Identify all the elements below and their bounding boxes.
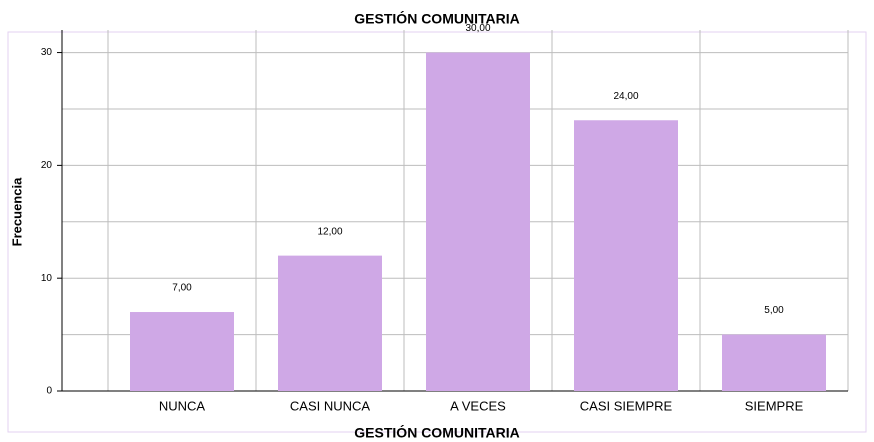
y-tick-label: 0 bbox=[46, 386, 52, 397]
x-tick-label: NUNCA bbox=[159, 398, 206, 413]
value-label: 12,00 bbox=[317, 226, 342, 237]
bar bbox=[574, 120, 678, 391]
bar bbox=[130, 312, 234, 391]
x-tick-label: SIEMPRE bbox=[745, 398, 804, 413]
frame bbox=[7, 31, 867, 433]
bar bbox=[722, 334, 826, 391]
y-axis-label: Frecuencia bbox=[9, 177, 24, 246]
value-label: 30,00 bbox=[465, 23, 490, 34]
y-tick-label: 30 bbox=[41, 47, 53, 58]
value-label: 24,00 bbox=[613, 91, 638, 102]
value-label: 7,00 bbox=[172, 283, 192, 294]
x-tick-label: CASI NUNCA bbox=[290, 398, 371, 413]
bar bbox=[426, 52, 530, 391]
value-label: 5,00 bbox=[764, 305, 784, 316]
bar bbox=[278, 255, 382, 391]
x-tick-label: CASI SIEMPRE bbox=[580, 398, 673, 413]
y-tick-label: 10 bbox=[41, 273, 53, 284]
x-axis-label: GESTIÓN COMUNITARIA bbox=[354, 424, 519, 441]
x-tick-label: A VECES bbox=[450, 398, 506, 413]
y-tick-label: 20 bbox=[41, 160, 53, 171]
chart-title: GESTIÓN COMUNITARIA bbox=[354, 10, 519, 27]
